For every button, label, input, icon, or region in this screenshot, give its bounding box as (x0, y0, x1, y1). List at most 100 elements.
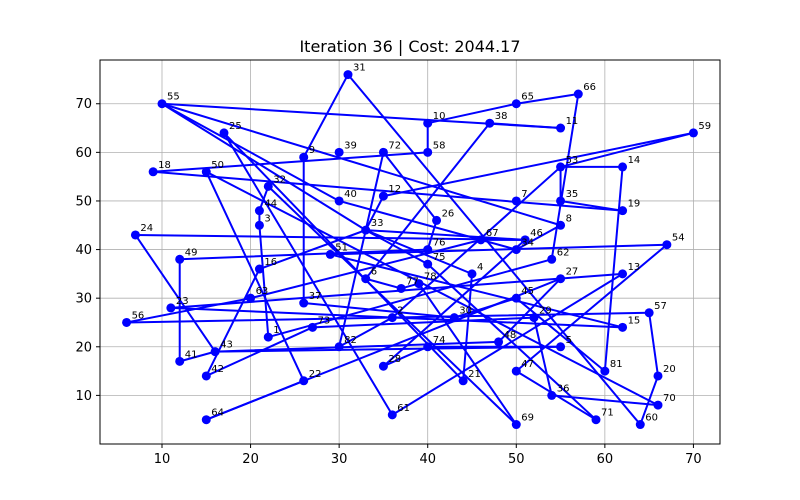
x-tick-label: 40 (419, 452, 436, 467)
point-label-44: 44 (264, 199, 277, 210)
x-tick-label: 70 (685, 452, 702, 467)
route-segment (223, 131, 394, 416)
point-67 (476, 235, 486, 245)
point-46 (520, 235, 530, 245)
axes: 10 20 30 40 50 60 70 10 20 30 40 50 60 70 (75, 59, 721, 467)
point-label-18: 18 (158, 160, 171, 171)
point-54 (662, 240, 672, 250)
route-segment (338, 151, 385, 348)
point-label-81: 81 (610, 359, 623, 370)
y-tick-label: 10 (75, 389, 92, 404)
route-segment (311, 316, 535, 329)
point-label-10: 10 (433, 111, 446, 122)
point-label-2: 2 (397, 306, 403, 317)
route-segment (364, 229, 527, 241)
point-label-28: 28 (388, 354, 401, 365)
point-63 (246, 293, 256, 303)
point-label-47: 47 (521, 359, 534, 370)
x-tick-label: 30 (331, 452, 348, 467)
y-tick-label: 60 (75, 146, 92, 161)
point-64 (201, 415, 211, 425)
point-label-49: 49 (185, 247, 198, 258)
point-label-55: 55 (167, 92, 180, 103)
point-70 (653, 400, 663, 410)
point-38 (485, 118, 495, 128)
point-47 (511, 366, 521, 376)
y-tick-label: 40 (75, 243, 92, 258)
point-label-1: 1 (273, 325, 279, 336)
point-label-4: 4 (477, 262, 483, 273)
point-label-82: 82 (344, 335, 357, 346)
route-segment (382, 131, 695, 198)
point-62 (547, 254, 557, 264)
route-segment (382, 345, 429, 368)
route-segment (134, 233, 217, 353)
point-22 (299, 376, 309, 386)
point-45 (511, 293, 521, 303)
point-label-53: 53 (566, 155, 579, 166)
route-segment (178, 248, 429, 261)
point-label-37: 37 (309, 291, 322, 302)
point-60 (635, 420, 645, 430)
point-label-7: 7 (521, 189, 527, 200)
point-label-3: 3 (264, 213, 270, 224)
route-segment (426, 263, 597, 421)
point-7 (511, 196, 521, 206)
point-23 (166, 303, 176, 313)
point-18 (148, 167, 158, 177)
route-segment (497, 277, 562, 343)
point-43 (210, 347, 220, 357)
chart-title: Iteration 36 | Cost: 2044.17 (299, 37, 520, 56)
point-label-34: 34 (521, 238, 534, 249)
point-label-30: 30 (459, 306, 472, 317)
route-segment (169, 272, 624, 309)
point-75 (423, 259, 433, 269)
point-25 (219, 128, 229, 138)
point-73 (308, 322, 318, 332)
point-76 (423, 245, 433, 255)
route-segment (205, 326, 314, 377)
point-label-13: 13 (628, 262, 641, 273)
point-3 (254, 220, 264, 230)
route-segment (648, 311, 659, 377)
point-label-41: 41 (185, 349, 198, 360)
route-segment (134, 233, 527, 241)
route-segment (152, 170, 624, 212)
point-59 (688, 128, 698, 138)
point-label-29: 29 (539, 306, 552, 317)
point-1 (263, 332, 273, 342)
point-40 (334, 196, 344, 206)
point-label-21: 21 (468, 369, 481, 380)
route-segment (258, 224, 270, 339)
point-label-59: 59 (698, 121, 711, 132)
point-77 (396, 283, 406, 293)
point-label-72: 72 (388, 140, 401, 151)
point-50 (201, 167, 211, 177)
route-segment (205, 379, 305, 421)
point-9 (299, 152, 309, 162)
point-label-62: 62 (557, 247, 570, 258)
point-27 (556, 274, 566, 284)
point-14 (618, 162, 628, 172)
point-39 (334, 147, 344, 157)
point-34 (511, 245, 521, 255)
point-label-50: 50 (211, 160, 224, 171)
point-51 (325, 249, 335, 259)
point-label-58: 58 (433, 140, 446, 151)
point-label-32: 32 (273, 174, 286, 185)
route-segment (426, 102, 518, 125)
point-label-19: 19 (628, 199, 641, 210)
point-66 (573, 89, 583, 99)
route-segment (417, 282, 518, 426)
point-label-16: 16 (264, 257, 277, 268)
point-71 (591, 415, 601, 425)
point-48 (494, 337, 504, 347)
point-label-46: 46 (530, 228, 543, 239)
point-label-26: 26 (442, 208, 455, 219)
point-label-45: 45 (521, 286, 534, 297)
route-segment (364, 229, 429, 266)
point-10 (423, 118, 433, 128)
y-tick-label: 20 (75, 340, 92, 355)
point-label-78: 78 (424, 272, 437, 283)
